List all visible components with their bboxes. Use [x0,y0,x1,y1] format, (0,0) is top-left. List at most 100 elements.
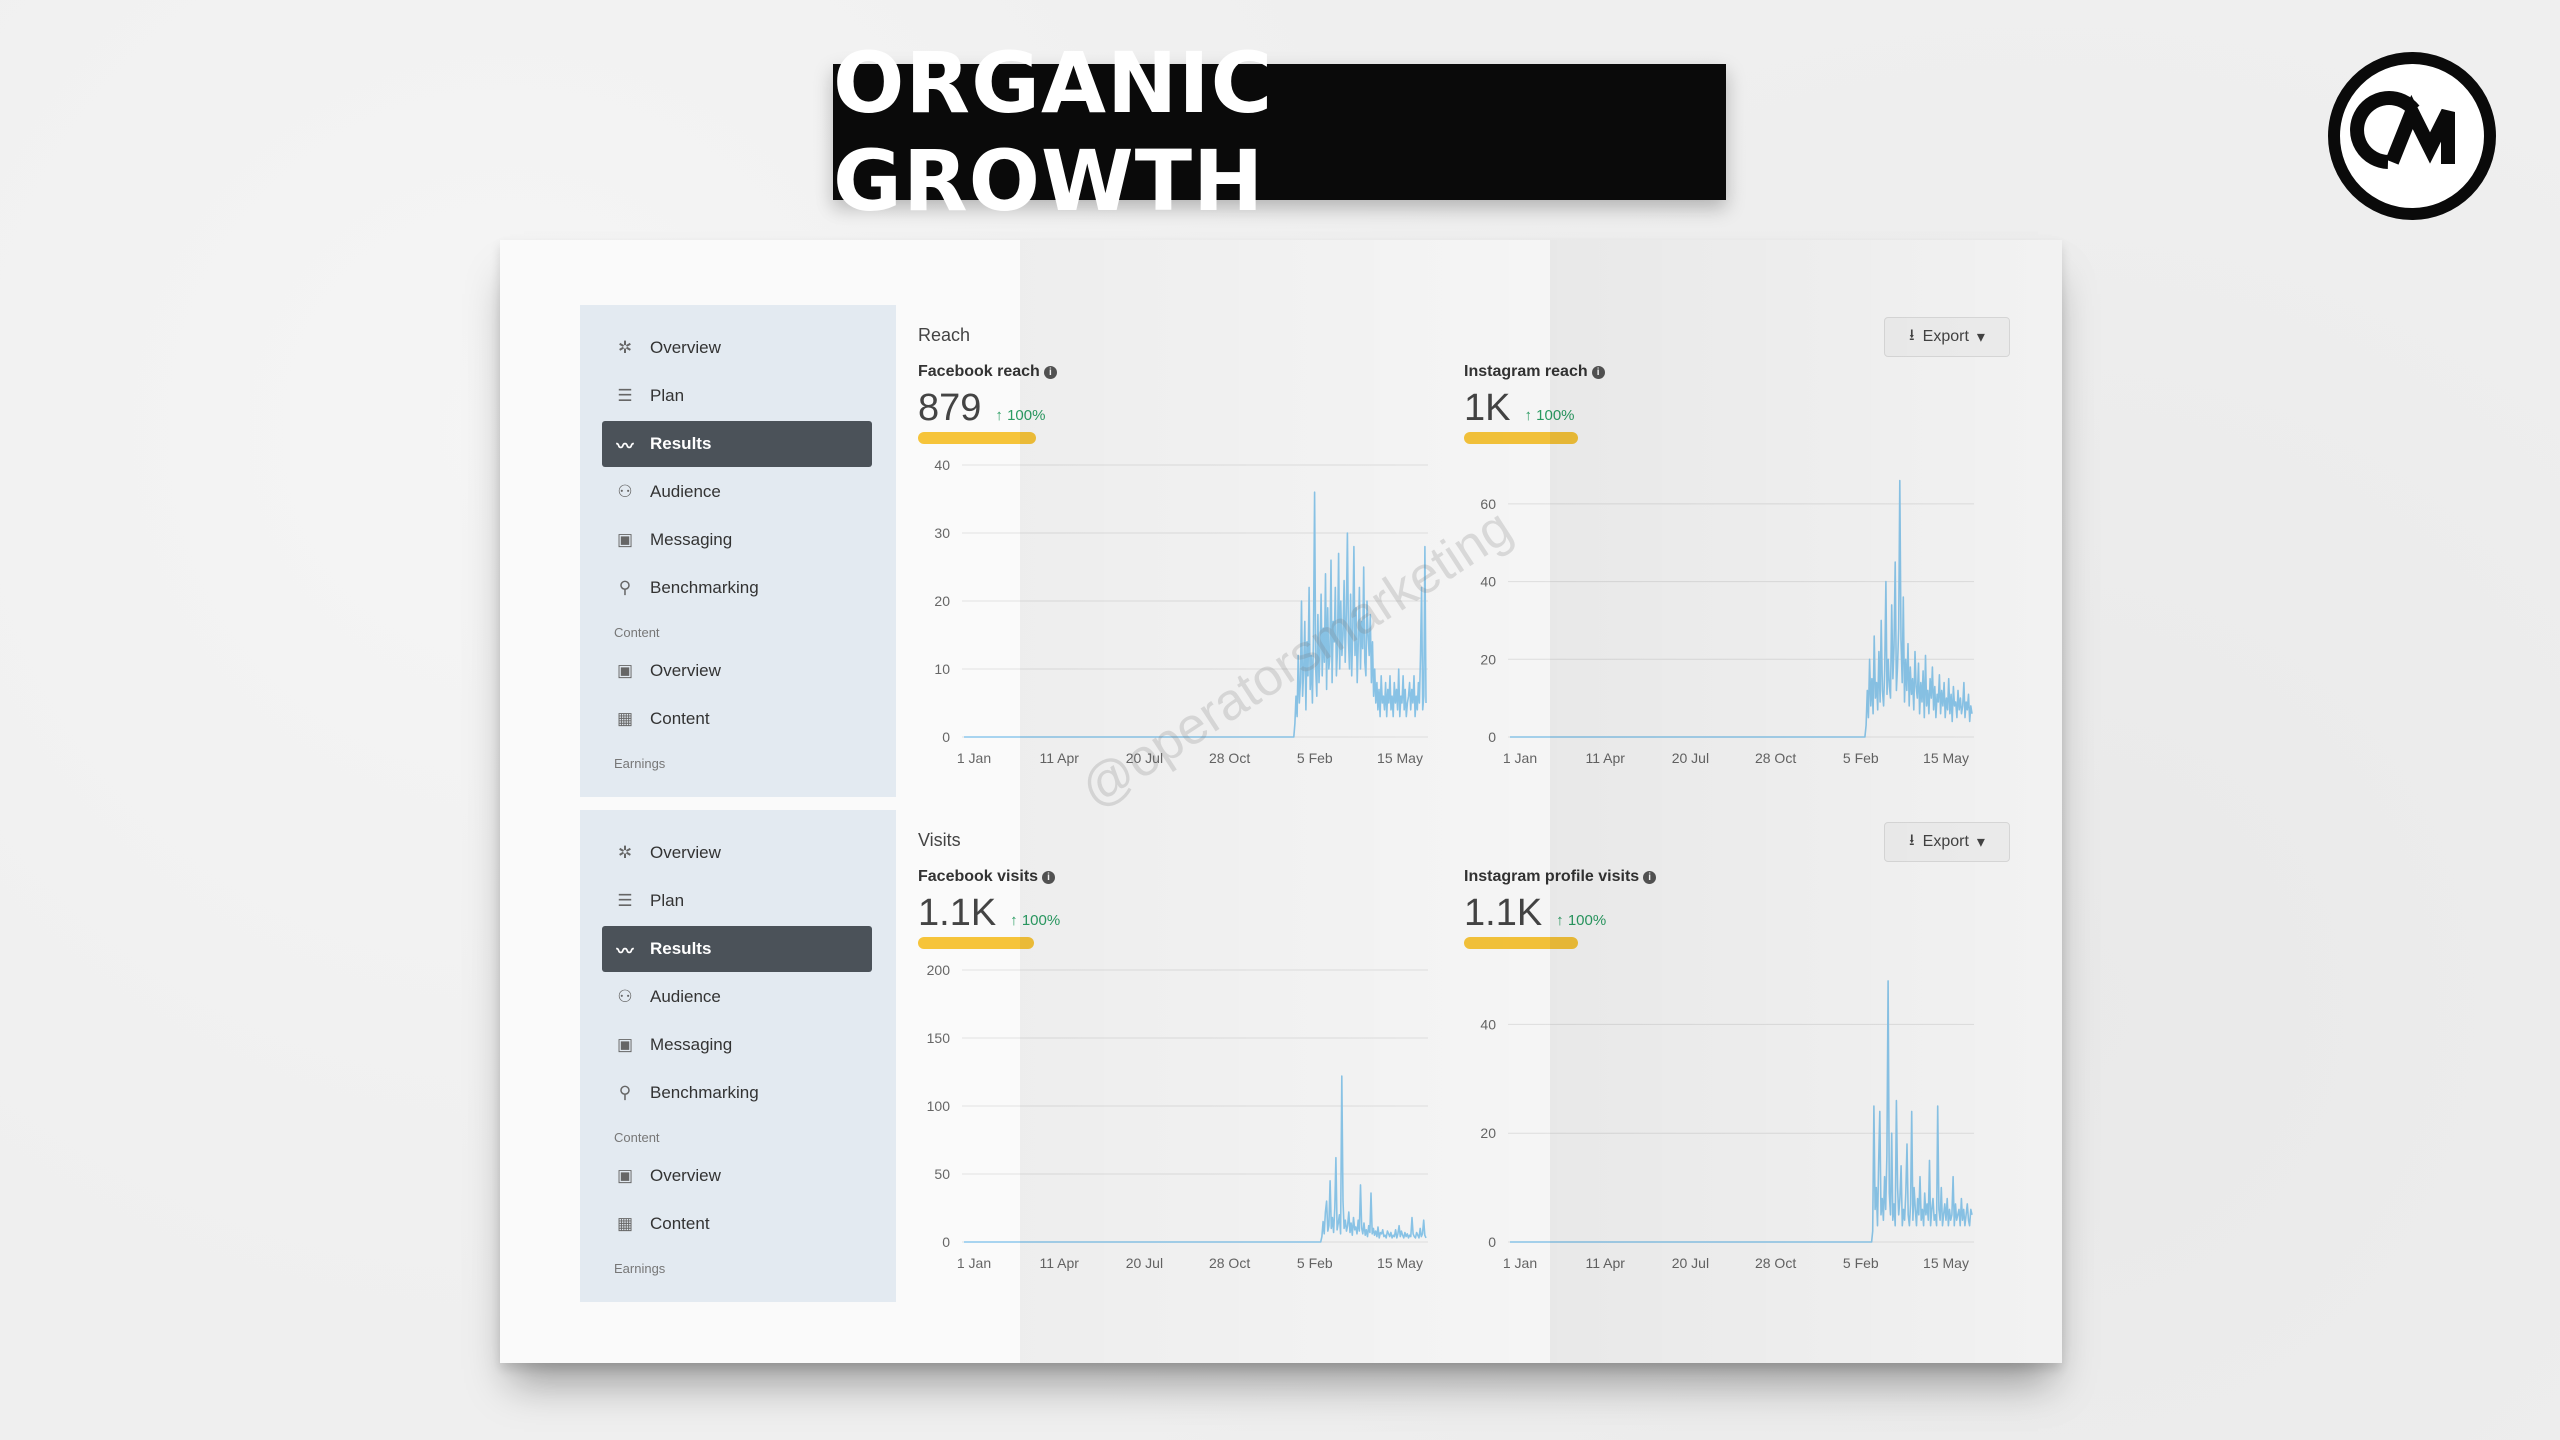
x-tick-label: 15 May [1377,750,1423,766]
metric-value: 1.1K [918,892,997,934]
metric-label: Facebook reach [918,363,1040,380]
series-line [964,491,1427,738]
messaging-icon: ▣ [616,1035,634,1054]
sidebar-item-label: Overview [650,1166,721,1185]
metric-label: Instagram reach [1464,363,1588,380]
sidebar-item-overview[interactable]: ✲ Overview [602,830,872,876]
sidebar-item-label: Content [650,709,710,728]
x-tick-label: 1 Jan [957,1255,991,1271]
section-title: Reach [918,325,971,345]
sidebar-item-label: Messaging [650,530,733,549]
y-tick-label: 20 [934,593,950,609]
audience-icon: ⚇ [617,987,633,1006]
x-tick-label: 1 Jan [1503,750,1537,766]
overview-icon: ✲ [617,338,633,357]
sidebar-item-label: Audience [650,987,721,1006]
sidebar-item-results[interactable]: 〰 Results [602,926,872,972]
y-tick-label: 20 [1480,1125,1496,1141]
info-icon[interactable]: i [1043,365,1057,379]
x-tick-label: 20 Jul [1672,1255,1709,1271]
x-tick-label: 20 Jul [1126,1255,1163,1271]
info-icon[interactable]: i [1643,870,1657,884]
analytics-printout: ✲ Overview ☰ Plan 〰 Results ⚇ Audience ▣ Mess… [500,240,2062,1363]
sidebar-item-plan[interactable]: ☰ Plan [602,878,872,924]
sidebar-item-label: Benchmarking [650,1083,759,1102]
x-tick-label: 28 Oct [1209,750,1250,766]
sidebar-item-audience[interactable]: ⚇ Audience [602,469,872,515]
highlight-underline [918,937,1034,949]
chevron-down-icon: ▾ [1976,329,1985,346]
content-overview-icon: ▣ [616,661,634,680]
y-tick-label: 0 [1488,729,1496,745]
sidebar-item-content[interactable]: ▦ Content [602,1201,872,1247]
y-tick-label: 100 [927,1098,951,1114]
chevron-down-icon: ▾ [1976,834,1985,851]
sidebar-item-messaging[interactable]: ▣ Messaging [602,1022,872,1068]
sidebar-section-earnings: Earnings [614,756,666,771]
highlight-underline [1464,937,1578,949]
info-icon[interactable]: i [1042,870,1056,884]
sidebar-item-label: Plan [650,386,685,405]
x-tick-label: 28 Oct [1755,1255,1796,1271]
highlight-underline [1464,432,1578,444]
x-tick-label: 11 Apr [1039,1255,1079,1271]
metric-instagram-reach: Instagram reach i 1K ↑ 100% [1464,363,1605,444]
sidebar-item-content[interactable]: ▦ Content [602,696,872,742]
y-tick-label: 40 [1480,1016,1496,1032]
sidebar-item-content-overview[interactable]: ▣ Overview [602,648,872,694]
x-tick-label: 5 Feb [1843,1255,1879,1271]
reach-content: Reach ⭳ Export ▾ Facebook reach i 879 ↑ 100%… [896,305,2020,797]
sidebar-item-label: Plan [650,891,685,910]
x-tick-label: 1 Jan [957,750,991,766]
sidebar-item-results[interactable]: 〰 Results [602,421,872,467]
sidebar-item-audience[interactable]: ⚇ Audience [602,974,872,1020]
reach-panel: ✲ Overview ☰ Plan 〰 Results ⚇ Audience ▣ Mess… [580,305,2020,797]
y-tick-label: 50 [934,1166,950,1182]
download-icon: ⭳ [1909,326,1915,344]
chart-instagram-reach: 0 20 40 60 1 Jan 11 Apr 20 Jul 28 Oct 5 Feb 15 Ma… [1464,455,1984,775]
overview-icon: ✲ [617,843,633,862]
y-tick-label: 0 [942,729,950,745]
sidebar-item-benchmarking[interactable]: ⚲ Benchmarking [602,1070,872,1116]
series-line [1510,980,1973,1243]
metric-facebook-visits: Facebook visits i 1.1K ↑ 100% [918,868,1060,949]
metric-value: 1.1K [1464,892,1543,934]
sidebar-item-messaging[interactable]: ▣ Messaging [602,517,872,563]
sidebar-item-label: Overview [650,338,721,357]
page-title: ORGANIC GROWTH [833,34,1726,230]
x-tick-label: 20 Jul [1672,750,1709,766]
download-icon: ⭳ [1909,831,1915,849]
series-line [1510,479,1973,738]
results-icon: 〰 [616,941,634,961]
sidebar-item-benchmarking[interactable]: ⚲ Benchmarking [602,565,872,611]
sidebar-item-label: Overview [650,843,721,862]
sidebar-item-label: Benchmarking [650,578,759,597]
sidebar: ✲ Overview ☰ Plan 〰 Results ⚇ Audience ▣ Mess… [580,810,896,1302]
x-tick-label: 5 Feb [1297,1255,1333,1271]
x-tick-label: 28 Oct [1755,750,1796,766]
export-button[interactable]: ⭳ Export ▾ [1884,317,2010,357]
export-label: Export [1922,833,1969,850]
sidebar-item-overview[interactable]: ✲ Overview [602,325,872,371]
sidebar-item-label: Results [650,939,712,958]
plan-icon: ☰ [617,386,633,405]
x-tick-label: 1 Jan [1503,1255,1537,1271]
sidebar-item-plan[interactable]: ☰ Plan [602,373,872,419]
metric-change: ↑ 100% [1524,407,1575,424]
metric-value: 879 [918,387,982,429]
sidebar-item-label: Content [650,1214,710,1233]
x-tick-label: 11 Apr [1585,750,1625,766]
sidebar-section-content: Content [614,1130,660,1145]
metric-value: 1K [1464,387,1511,429]
x-tick-label: 20 Jul [1126,750,1163,766]
series-line [964,1075,1427,1243]
y-tick-label: 30 [934,525,950,541]
sidebar-item-content-overview[interactable]: ▣ Overview [602,1153,872,1199]
y-tick-label: 40 [1480,574,1496,590]
plan-icon: ☰ [617,891,633,910]
info-icon[interactable]: i [1591,365,1605,379]
export-button[interactable]: ⭳ Export ▾ [1884,822,2010,862]
sidebar-section-content: Content [614,625,660,640]
x-tick-label: 5 Feb [1297,750,1333,766]
metric-change: ↑ 100% [1556,912,1607,929]
